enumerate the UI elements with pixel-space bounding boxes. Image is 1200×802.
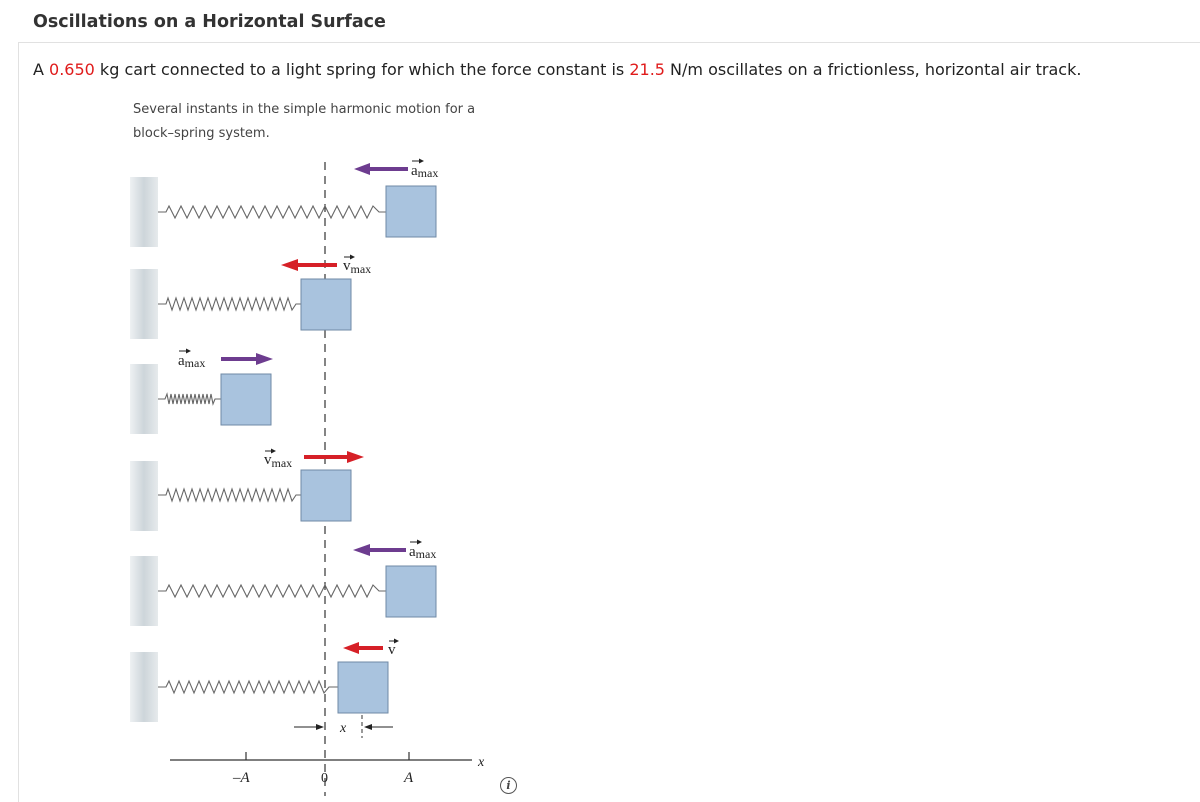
- tick-label-neg-A: –A: [232, 770, 251, 786]
- spring: [158, 204, 386, 220]
- a-max-label: amax: [411, 163, 438, 180]
- axis-label-x: x: [477, 755, 485, 770]
- wall: [130, 269, 158, 339]
- spring-constant-value: 21.5: [629, 60, 665, 79]
- spring: [158, 583, 386, 599]
- acceleration-arrowhead: [353, 544, 370, 556]
- info-icon[interactable]: i: [500, 777, 517, 794]
- a-max-label: amax: [178, 353, 205, 370]
- wall: [130, 556, 158, 626]
- problem-statement: A 0.650 kg cart connected to a light spr…: [33, 60, 1081, 79]
- vector-bar-head: [350, 254, 355, 260]
- block: [300, 469, 352, 522]
- row-2: vmax: [130, 254, 371, 339]
- caption-line-2: block–spring system.: [133, 126, 270, 141]
- vector-bar-head: [186, 348, 191, 354]
- block: [300, 278, 352, 331]
- velocity-arrowhead: [347, 451, 364, 463]
- v-max-label: vmax: [264, 452, 292, 470]
- spring: [158, 679, 338, 695]
- caption-line-1: Several instants in the simple harmonic …: [133, 102, 476, 117]
- header-divider: [18, 42, 1200, 43]
- displacement-arrowhead-right: [364, 724, 372, 730]
- block: [220, 373, 272, 426]
- wall: [130, 177, 158, 247]
- page-title: Oscillations on a Horizontal Surface: [33, 12, 386, 32]
- acceleration-arrowhead: [256, 353, 273, 365]
- row-3: amax: [130, 348, 273, 434]
- spring: [158, 296, 301, 312]
- acceleration-arrowhead: [354, 163, 370, 175]
- block: [337, 661, 389, 714]
- problem-text-mid: kg cart connected to a light spring for …: [94, 60, 630, 79]
- spring: [158, 487, 301, 503]
- v-max-label: vmax: [343, 258, 371, 276]
- left-rule: [18, 42, 19, 802]
- problem-text-pre: A: [33, 60, 50, 79]
- wall: [130, 652, 158, 722]
- problem-text-post: N/m oscillates on a frictionless, horizo…: [664, 60, 1082, 79]
- position-axis: –A 0 A x: [170, 752, 485, 786]
- block: [385, 565, 437, 618]
- vector-bar-head: [271, 448, 276, 454]
- row-4: vmax: [130, 448, 364, 531]
- wall: [130, 461, 158, 531]
- a-max-label: amax: [409, 544, 436, 561]
- block: [385, 185, 437, 238]
- velocity-arrowhead: [281, 259, 298, 271]
- spring: [158, 392, 221, 406]
- row-6: v x: [130, 638, 399, 738]
- wall: [130, 364, 158, 434]
- displacement-label: x: [339, 721, 347, 736]
- vector-bar-head: [394, 638, 399, 644]
- vector-bar-head: [417, 539, 422, 545]
- velocity-arrowhead: [343, 642, 359, 654]
- row-5: amax: [130, 539, 437, 626]
- v-label: v: [388, 642, 396, 658]
- displacement-arrowhead-left: [316, 724, 324, 730]
- row-1: amax: [130, 158, 438, 247]
- mass-value: 0.650: [49, 60, 95, 79]
- tick-label-A: A: [403, 770, 414, 786]
- tick-label-zero: 0: [321, 771, 328, 786]
- vector-bar-head: [419, 158, 424, 164]
- figure-caption: Several instants in the simple harmonic …: [133, 98, 513, 146]
